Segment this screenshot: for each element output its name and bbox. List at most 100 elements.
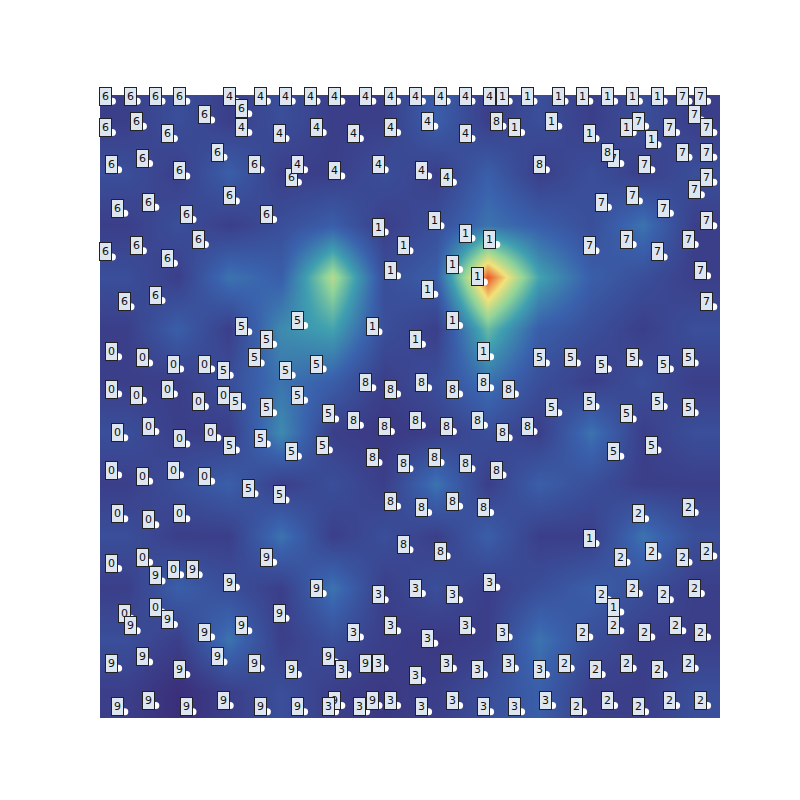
svg-text:8: 8 <box>412 414 419 427</box>
svg-text:4: 4 <box>313 121 320 134</box>
svg-text:3: 3 <box>350 626 357 639</box>
svg-text:9: 9 <box>226 576 233 589</box>
svg-text:2: 2 <box>573 700 580 713</box>
svg-text:9: 9 <box>183 700 190 713</box>
svg-text:4: 4 <box>437 90 444 103</box>
svg-text:8: 8 <box>437 545 444 558</box>
svg-text:7: 7 <box>703 214 710 227</box>
svg-text:0: 0 <box>145 513 152 526</box>
svg-text:0: 0 <box>170 464 177 477</box>
svg-text:7: 7 <box>598 196 605 209</box>
svg-text:9: 9 <box>238 619 245 632</box>
svg-text:8: 8 <box>381 420 388 433</box>
svg-text:2: 2 <box>610 619 617 632</box>
svg-text:7: 7 <box>623 233 630 246</box>
svg-text:9: 9 <box>139 650 146 663</box>
svg-text:3: 3 <box>387 619 394 632</box>
svg-text:6: 6 <box>152 289 159 302</box>
svg-text:6: 6 <box>288 171 295 184</box>
svg-text:6: 6 <box>152 90 159 103</box>
svg-text:4: 4 <box>486 90 493 103</box>
svg-text:9: 9 <box>325 650 332 663</box>
svg-text:3: 3 <box>536 663 543 676</box>
svg-text:5: 5 <box>226 439 233 452</box>
svg-text:2: 2 <box>592 663 599 676</box>
svg-text:1: 1 <box>400 239 407 252</box>
svg-text:9: 9 <box>127 619 134 632</box>
svg-text:5: 5 <box>548 401 555 414</box>
svg-text:5: 5 <box>325 407 332 420</box>
svg-text:0: 0 <box>108 557 115 570</box>
svg-text:5: 5 <box>251 351 258 364</box>
svg-text:9: 9 <box>201 626 208 639</box>
svg-text:0: 0 <box>139 351 146 364</box>
svg-text:0: 0 <box>207 426 214 439</box>
svg-text:5: 5 <box>685 401 692 414</box>
svg-text:1: 1 <box>586 127 593 140</box>
svg-text:5: 5 <box>294 314 301 327</box>
svg-text:9: 9 <box>288 663 295 676</box>
svg-text:9: 9 <box>145 694 152 707</box>
svg-text:1: 1 <box>548 115 555 128</box>
svg-text:9: 9 <box>276 607 283 620</box>
svg-text:5: 5 <box>313 358 320 371</box>
svg-text:9: 9 <box>313 582 320 595</box>
svg-text:2: 2 <box>648 545 655 558</box>
svg-text:6: 6 <box>127 90 134 103</box>
svg-text:6: 6 <box>102 121 109 134</box>
svg-text:8: 8 <box>604 146 611 159</box>
svg-text:0: 0 <box>145 420 152 433</box>
svg-text:1: 1 <box>555 90 562 103</box>
svg-text:8: 8 <box>480 376 487 389</box>
svg-text:7: 7 <box>610 152 617 165</box>
svg-text:9: 9 <box>176 663 183 676</box>
svg-text:2: 2 <box>623 657 630 670</box>
svg-text:1: 1 <box>424 283 431 296</box>
svg-text:2: 2 <box>666 694 673 707</box>
svg-text:6: 6 <box>145 196 152 209</box>
svg-text:2: 2 <box>635 507 642 520</box>
svg-text:1: 1 <box>431 214 438 227</box>
svg-text:6: 6 <box>176 164 183 177</box>
svg-text:5: 5 <box>623 407 630 420</box>
svg-text:2: 2 <box>697 626 704 639</box>
svg-text:2: 2 <box>629 582 636 595</box>
svg-text:9: 9 <box>369 694 376 707</box>
svg-text:7: 7 <box>691 183 698 196</box>
svg-text:2: 2 <box>641 626 648 639</box>
svg-text:5: 5 <box>648 439 655 452</box>
svg-text:3: 3 <box>505 657 512 670</box>
svg-text:1: 1 <box>524 90 531 103</box>
svg-text:7: 7 <box>703 171 710 184</box>
svg-text:4: 4 <box>238 121 245 134</box>
svg-text:4: 4 <box>362 90 369 103</box>
svg-text:7: 7 <box>691 108 698 121</box>
svg-text:1: 1 <box>511 121 518 134</box>
svg-text:0: 0 <box>176 432 183 445</box>
svg-text:7: 7 <box>703 295 710 308</box>
svg-text:2: 2 <box>604 694 611 707</box>
svg-text:6: 6 <box>108 158 115 171</box>
svg-text:4: 4 <box>226 90 233 103</box>
svg-text:7: 7 <box>666 121 673 134</box>
svg-text:8: 8 <box>493 464 500 477</box>
svg-text:0: 0 <box>139 551 146 564</box>
svg-text:2: 2 <box>672 619 679 632</box>
svg-text:4: 4 <box>375 158 382 171</box>
svg-text:3: 3 <box>412 669 419 682</box>
svg-text:1: 1 <box>648 133 655 146</box>
svg-text:6: 6 <box>133 115 140 128</box>
svg-text:4: 4 <box>350 127 357 140</box>
svg-text:3: 3 <box>511 700 518 713</box>
svg-text:8: 8 <box>418 501 425 514</box>
svg-text:7: 7 <box>703 146 710 159</box>
svg-text:9: 9 <box>108 657 115 670</box>
svg-text:7: 7 <box>635 115 642 128</box>
svg-text:1: 1 <box>387 264 394 277</box>
svg-text:7: 7 <box>660 202 667 215</box>
svg-text:9: 9 <box>114 700 121 713</box>
svg-text:6: 6 <box>226 189 233 202</box>
svg-text:6: 6 <box>139 152 146 165</box>
svg-text:5: 5 <box>288 445 295 458</box>
svg-text:3: 3 <box>418 700 425 713</box>
